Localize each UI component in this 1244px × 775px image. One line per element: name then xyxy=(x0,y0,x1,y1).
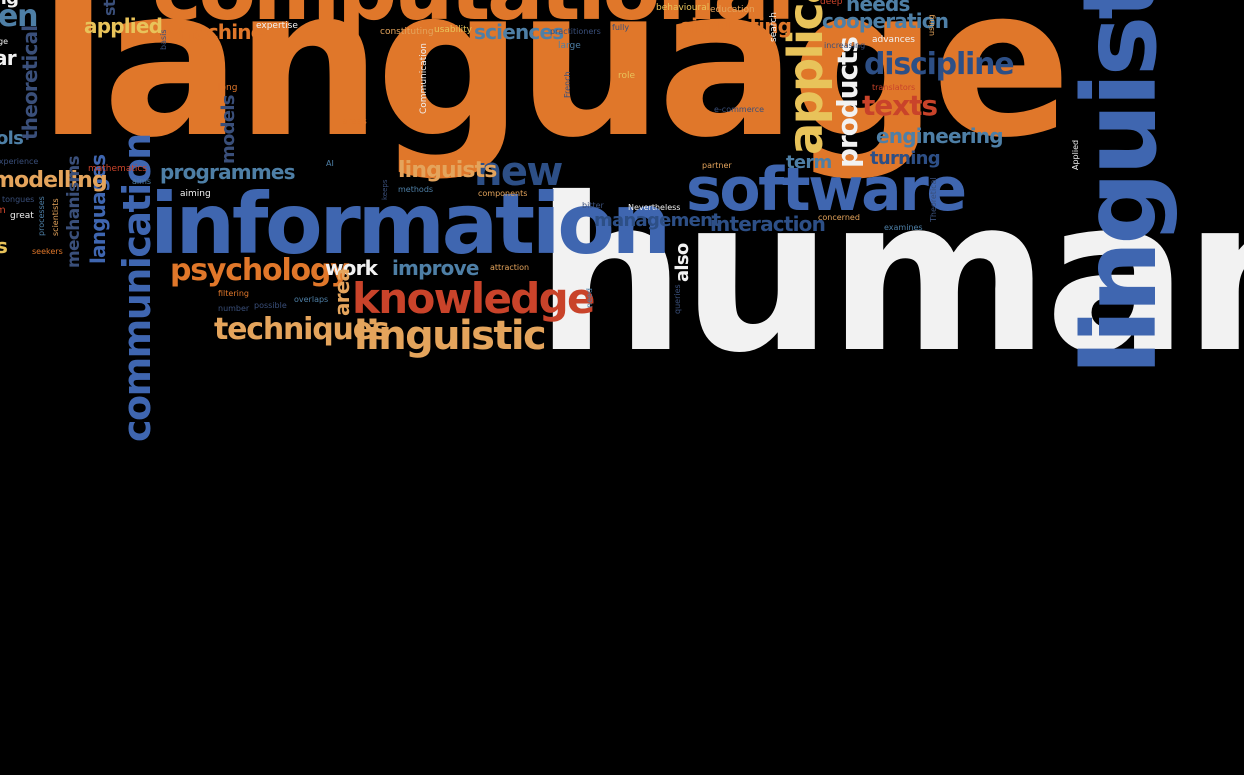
word-bitter: bitter xyxy=(582,201,604,210)
word-long: long xyxy=(218,83,238,93)
word-linguistic: linguistic xyxy=(354,313,547,359)
word-information: information xyxy=(150,175,671,273)
word-basis: basis xyxy=(159,29,168,50)
word-expertise: expertise xyxy=(256,21,298,31)
word-linguistics: linguistics xyxy=(1061,0,1180,375)
word-theoretical: theoretical xyxy=(18,25,42,140)
word-components: components xyxy=(478,189,528,198)
word-sciences: sciences xyxy=(474,20,564,44)
word-st: st xyxy=(100,0,119,16)
word-engineering: engineering xyxy=(876,124,1004,148)
word-translators: translators xyxy=(872,83,916,92)
word-behavioural: behavioural xyxy=(656,3,710,13)
word-needs: needs xyxy=(846,0,910,16)
word-processes: processes xyxy=(37,196,46,236)
word-modelling: modelling xyxy=(0,168,108,193)
word-term: term xyxy=(786,152,832,173)
word-models: models xyxy=(218,95,239,164)
word-areas: areas xyxy=(342,117,367,127)
word-management: management xyxy=(594,210,721,231)
word-methods: methods xyxy=(398,185,434,194)
word-advances: advances xyxy=(872,35,915,45)
word-human: human xyxy=(535,152,1244,399)
word-search: search xyxy=(769,12,779,42)
word-constituting: constituting xyxy=(380,27,434,37)
word-AI: AI xyxy=(326,159,334,168)
word-role: role xyxy=(618,71,636,81)
word-cooperation: cooperation xyxy=(822,9,949,33)
word-great: great xyxy=(10,211,34,221)
word-queries: queries xyxy=(673,284,682,314)
word-overlaps: overlaps xyxy=(294,295,329,304)
word-attraction: attraction xyxy=(490,263,530,272)
word-psychology: psychology xyxy=(170,253,350,288)
word-simulating: simulating xyxy=(680,14,792,38)
word-Theoretical: Theoretical xyxy=(929,177,938,222)
word-ge: ge xyxy=(0,37,8,46)
word-m: m xyxy=(0,205,6,216)
word-mechanisms: mechanisms xyxy=(64,156,84,268)
word-linguists: linguists xyxy=(398,158,497,183)
word-en: en xyxy=(0,0,39,34)
word-knowledge: knowledge xyxy=(352,274,596,323)
word-increasing: increasing xyxy=(824,41,866,50)
word-also: also xyxy=(672,243,693,282)
word-aiming: aiming xyxy=(180,189,211,199)
word-scientists: scientists xyxy=(51,198,60,236)
word-discipline: discipline xyxy=(864,47,1015,82)
word-improve: improve xyxy=(392,256,479,280)
word-texts: texts xyxy=(862,89,938,122)
word-experience: experience xyxy=(0,157,39,166)
word-practitioners: practitioners xyxy=(550,27,601,36)
word-e-commerce: e-commerce xyxy=(714,105,765,114)
word-ols: ols xyxy=(0,128,24,149)
word-mathematics: mathematics xyxy=(88,164,148,174)
word-ar: ar xyxy=(0,46,17,70)
word-filtering: filtering xyxy=(218,289,249,298)
word-s: s xyxy=(0,234,8,258)
word-using: using xyxy=(927,14,936,36)
word-Applied: Applied xyxy=(1071,139,1080,170)
word-language: language xyxy=(38,0,1071,183)
word-seekers: seekers xyxy=(32,247,63,256)
word-programmes: programmes xyxy=(160,160,296,184)
word-new: new xyxy=(474,149,563,195)
word-possible: possible xyxy=(254,301,287,310)
word-techniques: techniques xyxy=(214,312,390,347)
word-need: need xyxy=(585,288,594,308)
word-applied: applied xyxy=(84,14,163,38)
word-aims: aims xyxy=(132,177,152,186)
word-work: work xyxy=(325,256,378,280)
word-keeps: keeps xyxy=(381,179,389,200)
word-number: number xyxy=(218,304,250,313)
word-area: area xyxy=(330,268,354,316)
word-interaction: interaction xyxy=(710,212,826,236)
word-software: software xyxy=(686,155,967,225)
word-machine: machine xyxy=(174,20,264,44)
word-large: large xyxy=(558,41,581,51)
word-fully: fully xyxy=(612,23,630,32)
word-usability: usability xyxy=(434,25,472,35)
word-education: education xyxy=(710,5,755,15)
word-products: products xyxy=(831,37,864,168)
word-computational: computational xyxy=(152,0,795,32)
word-turning: turning xyxy=(870,148,941,169)
word-deep: deep xyxy=(820,0,843,7)
word-partner: partner xyxy=(702,161,732,170)
word-tongues: tongues xyxy=(2,195,35,204)
word-French: French xyxy=(563,71,572,98)
word-ng: ng xyxy=(0,0,19,8)
word-concerned: concerned xyxy=(818,213,860,222)
word-Nevertheless: Nevertheless xyxy=(628,203,681,212)
word-examines: examines xyxy=(884,223,923,232)
word-Communication: Communication xyxy=(419,43,429,114)
